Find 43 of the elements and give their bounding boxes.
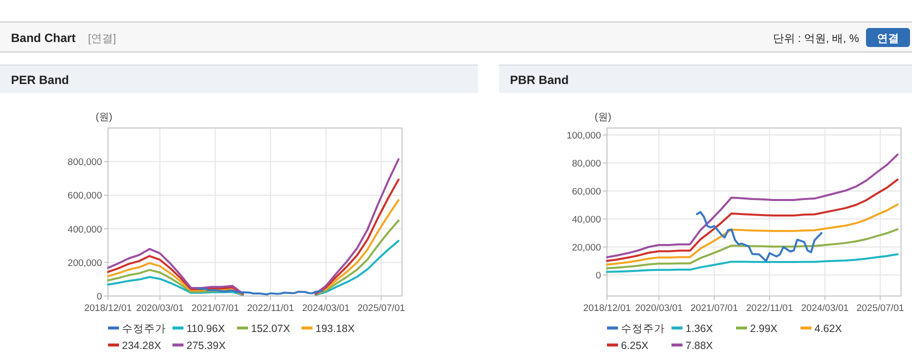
y-tick-label: 0 — [596, 270, 601, 282]
legend-label: 152.07X — [251, 323, 290, 335]
text: [연결] — [88, 33, 116, 45]
y-tick-label: 40,000 — [572, 214, 601, 226]
legend-label: 193.18X — [316, 323, 355, 335]
y-tick-label: 80,000 — [572, 158, 601, 170]
legend-label: 7.88X — [686, 340, 713, 352]
x-tick-label: 2024/03/01 — [302, 303, 350, 314]
y-axis-title: (원) — [594, 112, 612, 123]
legend-label: 2.99X — [750, 323, 778, 335]
legend-label: 6.25X — [621, 340, 648, 352]
text: Band Chart — [11, 31, 76, 45]
x-tick-label: 2024/03/01 — [801, 303, 849, 314]
legend-label: 110.96X — [186, 323, 225, 335]
x-tick-label: 2021/07/01 — [690, 303, 738, 314]
y-tick-label: 100,000 — [566, 130, 601, 142]
text: 단위 : 억원, 배, % — [772, 33, 860, 45]
x-tick-label: 2022/11/01 — [247, 303, 294, 314]
y-tick-label: 0 — [96, 292, 102, 302]
x-tick-label: 2021/07/01 — [191, 303, 239, 314]
legend-label: 4.62X — [814, 323, 842, 335]
y-tick-label: 600,000 — [68, 190, 102, 202]
y-tick-label: 800,000 — [68, 157, 102, 168]
legend-label: 수정주가 — [122, 323, 166, 335]
x-tick-label: 2025/07/01 — [856, 303, 904, 314]
x-tick-label: 2018/12/01 — [583, 303, 631, 314]
legend-label: 234.28X — [122, 340, 162, 352]
y-tick-label: 400,000 — [68, 224, 102, 236]
y-tick-label: 20,000 — [572, 242, 601, 254]
y-tick-label: 200,000 — [68, 258, 102, 269]
y-tick-label: 60,000 — [572, 186, 601, 198]
x-tick-label: 2025/07/01 — [357, 303, 406, 314]
legend-label: 275.39X — [186, 340, 226, 352]
legend-label: 1.36X — [686, 323, 713, 335]
x-tick-label: 2020/03/01 — [136, 303, 184, 314]
x-tick-label: 2018/12/01 — [84, 303, 132, 314]
legend-label: 수정주가 — [621, 323, 665, 335]
chart-title: PBR Band — [510, 73, 569, 87]
y-axis-title: (원) — [96, 112, 112, 123]
x-tick-label: 2020/03/01 — [635, 303, 683, 314]
x-tick-label: 2022/11/01 — [746, 303, 793, 314]
text: 연결 — [877, 33, 899, 45]
chart-title: PER Band — [11, 73, 70, 87]
